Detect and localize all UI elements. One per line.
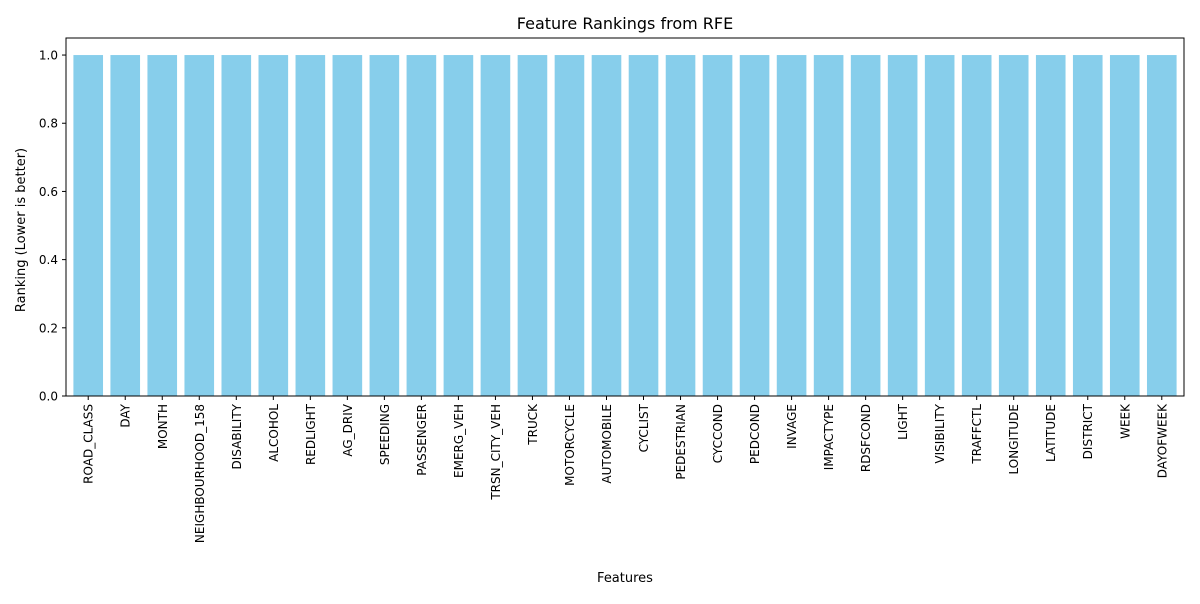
x-tick-label: MOTORCYCLE [563, 404, 577, 486]
bar-longitude [998, 55, 1029, 397]
bar-latitude [1035, 55, 1066, 397]
x-tick-label: AUTOMOBILE [600, 404, 614, 484]
x-tick-label: CYCLIST [637, 403, 651, 452]
x-tick-label: PASSENGER [415, 404, 429, 476]
y-tick-label: 0.0 [39, 390, 58, 404]
x-tick-label: DAY [119, 403, 133, 427]
x-tick-label: MONTH [156, 404, 170, 449]
bar-speeding [369, 55, 400, 397]
bar-motorcycle [554, 55, 585, 397]
x-tick-label: VISIBILITY [933, 403, 947, 463]
bar-group [73, 55, 1177, 397]
x-tick-label: CYCCOND [711, 404, 725, 463]
x-tick-label: LIGHT [896, 403, 910, 440]
x-axis-label: Features [597, 571, 653, 586]
x-tick-label: LATITUDE [1044, 404, 1058, 462]
bar-rdsfcond [850, 55, 881, 397]
bar-invage [776, 55, 807, 397]
bar-week [1109, 55, 1140, 397]
x-tick-label: REDLIGHT [304, 403, 318, 465]
bar-neighbourhood-158 [184, 55, 215, 397]
bar-passenger [406, 55, 437, 397]
bar-alcohol [258, 55, 289, 397]
x-tick-label: RDSFCOND [859, 404, 873, 472]
x-tick-label: TRUCK [526, 403, 540, 446]
bar-cyccond [702, 55, 733, 397]
x-tick-label: DISTRICT [1081, 403, 1095, 459]
y-tick-label: 0.8 [39, 117, 58, 131]
x-tick-label: NEIGHBOURHOOD_158 [193, 404, 207, 543]
bar-emerg-veh [443, 55, 474, 397]
bar-automobile [591, 55, 622, 397]
y-axis-label: Ranking (Lower is better) [14, 148, 29, 312]
x-tick-label: IMPACTYPE [822, 404, 836, 470]
chart-title: Feature Rankings from RFE [517, 14, 733, 33]
x-tick-label: TRSN_CITY_VEH [489, 404, 503, 501]
y-tick-label: 0.6 [39, 185, 58, 199]
bar-light [887, 55, 918, 397]
bar-road-class [73, 55, 104, 397]
bar-truck [517, 55, 548, 397]
x-tick-label: PEDCOND [748, 404, 762, 464]
bar-traffctl [961, 55, 992, 397]
bar-redlight [295, 55, 326, 397]
x-tick-label: EMERG_VEH [452, 404, 466, 478]
bar-trsn-city-veh [480, 55, 511, 397]
bar-day [110, 55, 141, 397]
x-axis-ticks: ROAD_CLASS DAY MONTH NEIGHBOURHOOD_158 DISAB… [82, 396, 1169, 543]
bar-ag-driv [332, 55, 363, 397]
y-tick-label: 0.2 [39, 321, 58, 335]
x-tick-label: AG_DRIV [341, 403, 355, 456]
plot-area-border [65, 37, 1185, 397]
bar-district [1072, 55, 1103, 397]
bar-visibility [924, 55, 955, 397]
x-tick-label: LONGITUDE [1007, 404, 1021, 474]
x-tick-label: SPEEDING [378, 404, 392, 465]
y-tick-label: 1.0 [39, 49, 58, 63]
x-tick-label: ALCOHOL [267, 404, 281, 462]
bar-pedcond [739, 55, 770, 397]
x-tick-label: DAYOFWEEK [1155, 403, 1169, 478]
axes-frame [65, 37, 1185, 397]
x-tick-label: TRAFFCTL [970, 404, 984, 465]
bar-cyclist [628, 55, 659, 397]
bar-pedestrian [665, 55, 696, 397]
bar-disability [221, 55, 252, 397]
bar-dayofweek [1146, 55, 1177, 397]
x-tick-label: INVAGE [785, 404, 799, 449]
x-tick-label: ROAD_CLASS [82, 404, 96, 484]
x-tick-label: PEDESTRIAN [674, 404, 688, 480]
y-tick-label: 0.4 [39, 253, 58, 267]
y-axis-ticks: 0.0 0.2 0.4 0.6 0.8 1.0 [39, 49, 66, 404]
bar-impactype [813, 55, 844, 397]
bar-month [147, 55, 178, 397]
x-tick-label: WEEK [1118, 403, 1132, 439]
x-tick-label: DISABILITY [230, 403, 244, 469]
